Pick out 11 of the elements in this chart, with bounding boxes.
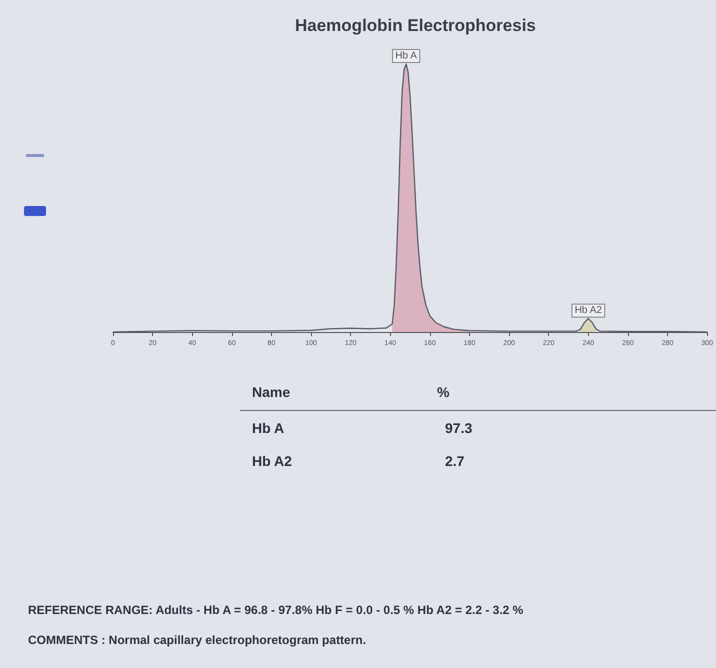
chart-title: Haemoglobin Electrophoresis (295, 16, 536, 35)
text: % (437, 384, 450, 400)
text: Name (252, 384, 290, 400)
text: 2.7 (445, 453, 464, 469)
annotation: Hb A (395, 50, 418, 62)
text: Hb A2 (252, 453, 292, 469)
text: 97.3 (445, 420, 472, 436)
text: COMMENTS : Normal capillary electrophoretogram pattern. (28, 633, 366, 647)
text: REFERENCE RANGE: Adults - Hb A = 96.8 - 97.8% Hb F = 0.0 - 0.5 % Hb A2 = 2.2 - 3.2 % (28, 603, 524, 617)
text: Hb A (252, 420, 284, 436)
annotation: Hb A2 (574, 305, 602, 316)
